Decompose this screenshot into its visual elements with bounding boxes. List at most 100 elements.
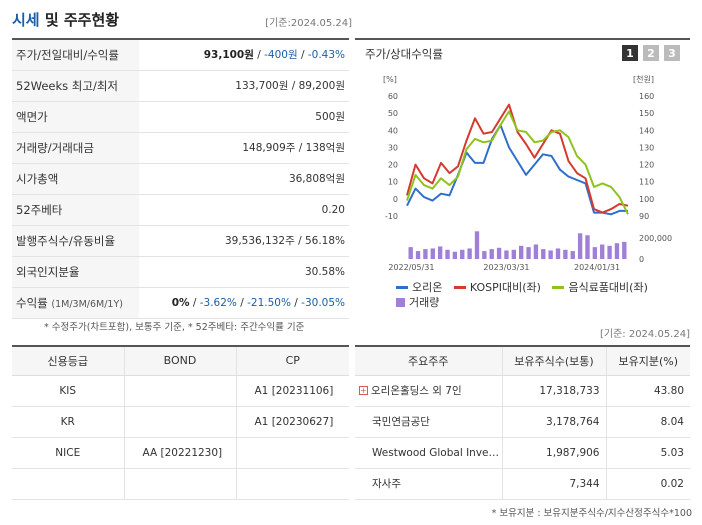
volume-bar (570, 251, 575, 259)
table-cell: NICE (12, 437, 124, 469)
column-header: 신용등급 (12, 345, 124, 376)
table-header-row: 신용등급 BOND CP (12, 345, 349, 376)
legend-item: 오리온 (396, 280, 442, 295)
table-cell: 3,178,764 (501, 406, 606, 438)
left-tick-label: 60 (388, 92, 398, 101)
x-tick-label: 2022/05/31 (388, 263, 434, 272)
volume-bar (577, 233, 583, 259)
left-tick-label: 40 (388, 126, 398, 135)
table-row: 수익률 (1M/3M/6M/1Y) 0% / -3.62% / -21.50% … (12, 287, 349, 319)
quote-note: * 수정주가(차트포함), 보통주 기준, * 52주베타: 주간수익률 기준 (44, 322, 305, 333)
table-cell[interactable]: + 오리온홀딩스 외 7인 (355, 375, 502, 407)
table-cell: 0.02 (605, 468, 690, 500)
credit-rating-table: 신용등급 BOND CP KIS A1 [20231106] KR A1 [20… (12, 345, 349, 500)
table-cell: 국민연금공단 (355, 406, 502, 438)
table-cell: A1 [20231106] (235, 375, 349, 407)
volume-bar (460, 249, 465, 259)
section-title: 시세 및 주주현황 (12, 11, 120, 29)
volume-bar (437, 246, 443, 259)
row-label: 거래량/거래대금 (12, 132, 139, 164)
base-date: [기준:2024.05.24] (265, 18, 352, 29)
x-tick-label: 2024/01/31 (574, 263, 620, 272)
legend-line-icon (453, 286, 466, 289)
table-cell: A1 [20230627] (235, 406, 349, 438)
chart-page-2-button[interactable]: 2 (643, 45, 659, 61)
table-cell: 7,344 (501, 468, 606, 500)
volume-bar (496, 247, 502, 259)
x-tick-label: 2023/03/31 (483, 263, 529, 272)
series-line (406, 103, 629, 214)
chart-pager: 1 2 3 (622, 45, 680, 61)
table-row: 발행주식수/유동비율 39,536,132주 / 56.18% (12, 225, 349, 257)
table-cell: 8.04 (605, 406, 690, 438)
volume-bar (423, 249, 428, 259)
volume-bar (467, 248, 472, 259)
right-tick-label: 140 (639, 126, 654, 135)
table-row: 거래량/거래대금 148,909주 / 138억원 (12, 132, 349, 164)
volume-bar (519, 245, 524, 259)
table-row: 외국인지분율 30.58% (12, 256, 349, 288)
table-row: 액면가 500원 (12, 101, 349, 133)
volume-bar (614, 243, 620, 259)
table-cell (235, 468, 349, 500)
table-row: 주가/전일대비/수익률 93,100원 / -400원 / -0.43% (12, 38, 349, 71)
table-row: 시가총액 36,808억원 (12, 163, 349, 195)
row-value: 500원 (139, 101, 349, 133)
volume-bar (607, 245, 612, 259)
volume-bar (415, 251, 421, 259)
row-label: 발행주식수/유동비율 (12, 225, 139, 257)
table-row: 국민연금공단 3,178,764 8.04 (355, 406, 690, 438)
chart-page-3-button[interactable]: 3 (664, 45, 680, 61)
right-tick-label: 160 (639, 92, 654, 101)
series-line (406, 124, 628, 216)
table-row: + 오리온홀딩스 외 7인 17,318,733 43.80 (355, 375, 690, 407)
volume-bar (541, 249, 546, 259)
table-cell (235, 437, 349, 469)
table-row: 자사주 7,344 0.02 (355, 468, 690, 500)
table-cell (123, 406, 236, 438)
row-label: 액면가 (12, 101, 139, 133)
row-label: 주가/전일대비/수익률 (12, 38, 139, 71)
legend-item: 음식료품대비(좌) (552, 280, 648, 295)
table-cell (123, 468, 236, 500)
volume-bar (533, 244, 539, 259)
chart-panel: 주가/상대수익률 1 2 3 [%] [천원] 60 50 40 30 20 10 0 -10 16… (355, 38, 690, 316)
volume-bar (592, 247, 598, 259)
row-label: 수익률 (1M/3M/6M/1Y) (12, 287, 139, 319)
table-cell (123, 375, 236, 407)
volume-bar (526, 247, 531, 259)
volume-bar (445, 249, 450, 259)
column-header: CP (235, 345, 349, 376)
volume-bar (430, 248, 435, 259)
row-label: 외국인지분율 (12, 256, 139, 288)
volume-tick-label: 0 (639, 255, 644, 264)
left-tick-label: 0 (393, 195, 398, 204)
table-cell: AA [20221230] (123, 437, 236, 469)
column-header: BOND (123, 345, 236, 376)
right-tick-label: 110 (639, 178, 654, 187)
expand-plus-icon[interactable]: + (359, 386, 368, 395)
volume-bar (511, 249, 516, 259)
volume-bar (585, 235, 590, 259)
volume-bar (489, 249, 494, 259)
volume-bar (482, 251, 487, 259)
legend-item: KOSPI대비(좌) (453, 280, 541, 295)
table-cell: 5.03 (605, 437, 690, 469)
series-line (406, 110, 629, 215)
volume-bar (504, 250, 509, 259)
chart-title: 주가/상대수익률 (365, 47, 443, 61)
right-tick-label: 100 (639, 195, 654, 204)
table-row: KR A1 [20230627] (12, 406, 349, 438)
legend-box-icon (396, 298, 405, 307)
chart-page-1-button[interactable]: 1 (622, 45, 638, 61)
table-cell: KIS (12, 375, 124, 407)
chart-legend: 오리온 KOSPI대비(좌) 음식료품대비(좌) 거래량 (396, 278, 686, 311)
table-cell: Westwood Global Inve… (355, 437, 502, 469)
table-cell: 자사주 (355, 468, 502, 500)
volume-bar (622, 241, 627, 259)
column-header: 주요주주 (355, 345, 502, 376)
volume-bar (600, 244, 605, 259)
table-row: Westwood Global Inve… 1,987,906 5.03 (355, 437, 690, 469)
left-tick-label: 10 (388, 178, 398, 187)
volume-bar (408, 247, 413, 259)
